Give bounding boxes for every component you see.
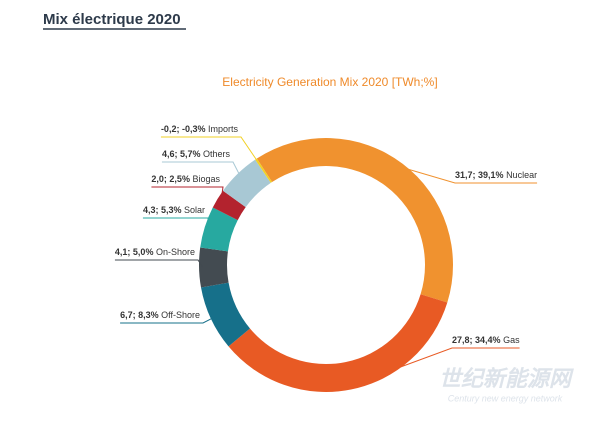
page-title: Mix électrique 2020 bbox=[43, 11, 181, 28]
slice-label: 27,8; 34,4% Gas bbox=[452, 335, 520, 345]
slice-label: 2,0; 2,5% Biogas bbox=[151, 174, 220, 184]
leader-line bbox=[120, 316, 215, 324]
value-label: -0,2; -0,3% bbox=[161, 124, 206, 134]
donut-slice bbox=[201, 282, 251, 347]
watermark: 世纪新能源网 bbox=[439, 366, 574, 391]
value-label: 27,8; 34,4% bbox=[452, 335, 501, 345]
leader-line bbox=[114, 259, 204, 268]
value-label: 4,6; 5,7% bbox=[162, 149, 201, 159]
value-label: 2,0; 2,5% bbox=[151, 174, 190, 184]
category-label: Others bbox=[203, 149, 231, 159]
value-label: 31,7; 39,1% bbox=[455, 170, 504, 180]
slice-label: 4,6; 5,7% Others bbox=[162, 149, 231, 159]
slice-label: -0,2; -0,3% Imports bbox=[161, 124, 239, 134]
leader-line bbox=[142, 217, 210, 229]
donut-slice bbox=[199, 247, 229, 288]
donut-chart: 31,7; 39,1% Nuclear 27,8; 34,4% Gas 6,7; 8… bbox=[114, 124, 538, 392]
category-label: On-Shore bbox=[156, 247, 195, 257]
category-label: Solar bbox=[184, 205, 205, 215]
donut-slice bbox=[222, 159, 271, 208]
slice-label: 4,1; 5,0% On-Shore bbox=[115, 247, 195, 257]
donut-slice bbox=[255, 158, 273, 183]
value-label: 4,3; 5,3% bbox=[143, 205, 182, 215]
leader-line bbox=[400, 166, 538, 184]
category-label: Biogas bbox=[192, 174, 220, 184]
watermark-subtitle: Century new energy network bbox=[448, 393, 563, 403]
slice-label: 6,7; 8,3% Off-Shore bbox=[120, 310, 200, 320]
donut-slice bbox=[256, 137, 453, 303]
chart-title: Electricity Generation Mix 2020 [TWh;%] bbox=[222, 75, 437, 89]
value-label: 6,7; 8,3% bbox=[120, 310, 159, 320]
slice-label: 4,3; 5,3% Solar bbox=[143, 205, 205, 215]
category-label: Off-Shore bbox=[161, 310, 200, 320]
category-label: Nuclear bbox=[506, 170, 537, 180]
donut-slice bbox=[228, 294, 448, 392]
leader-line bbox=[160, 136, 259, 163]
category-label: Imports bbox=[208, 124, 239, 134]
leader-line bbox=[161, 161, 241, 177]
value-label: 4,1; 5,0% bbox=[115, 247, 154, 257]
donut-slice bbox=[200, 207, 238, 252]
leader-line bbox=[349, 347, 520, 387]
slice-label: 31,7; 39,1% Nuclear bbox=[455, 170, 537, 180]
leader-line bbox=[151, 186, 224, 202]
category-label: Gas bbox=[503, 335, 520, 345]
